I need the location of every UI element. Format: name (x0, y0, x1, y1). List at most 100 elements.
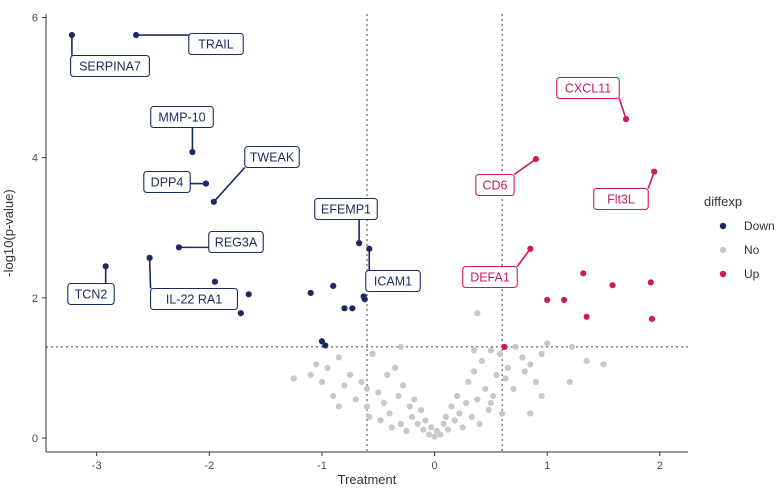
gene-label: Flt3L (593, 171, 655, 211)
point-no (502, 375, 509, 382)
label-box (244, 145, 300, 169)
label-box (314, 197, 378, 221)
point-down (175, 244, 183, 251)
point-no (437, 431, 444, 438)
point-no (411, 396, 418, 403)
point-no (465, 378, 472, 386)
label-box (208, 230, 264, 254)
gene-label: IL-22 RA1 (148, 257, 239, 311)
point-down (211, 278, 219, 285)
label-box (475, 173, 515, 197)
threshold-lines (46, 14, 688, 452)
point-no (521, 368, 528, 375)
x-tick-label: -3 (92, 460, 102, 472)
point-no (414, 420, 421, 428)
gene-labels: SERPINA7 TRAIL MMP-10 TWEAK DPP4 REG3A TCN2 IL-… (67, 32, 655, 311)
point-no (478, 357, 485, 364)
gene-label: DEFA1 (462, 248, 531, 289)
label-text: REG3A (215, 236, 258, 250)
point-no (386, 410, 393, 417)
point-no (538, 392, 545, 400)
point-no (392, 364, 399, 372)
legend-swatch (719, 222, 727, 230)
y-axis-title: -log10(p-value) (1, 189, 16, 276)
point-no (510, 385, 517, 393)
label-text: CD6 (482, 179, 507, 193)
x-tick-label: -2 (204, 460, 214, 472)
gene-label: DPP4 (143, 170, 206, 194)
label-leader-line (516, 248, 531, 267)
point-no (417, 406, 425, 414)
point-down (146, 254, 153, 261)
point-no (330, 392, 337, 400)
point-no (363, 403, 371, 410)
point-no (487, 399, 494, 407)
label-leader-line (513, 158, 537, 176)
point-up (544, 296, 551, 304)
data-points (68, 31, 658, 440)
point-no (428, 424, 435, 431)
label-leader-line (647, 171, 655, 189)
point-no (397, 343, 404, 350)
y-tick-label: 6 (32, 13, 38, 25)
point-no (493, 371, 500, 379)
point-down (361, 296, 368, 303)
point-no (313, 361, 320, 368)
point-no (408, 413, 416, 421)
label-text: TRAIL (198, 38, 233, 52)
gene-label: ICAM1 (365, 248, 421, 293)
label-text: SERPINA7 (79, 60, 141, 74)
label-text: Flt3L (607, 193, 635, 207)
point-no (454, 392, 461, 400)
point-no (496, 350, 504, 357)
label-leader-line (148, 257, 152, 289)
gene-label: TWEAK (213, 145, 300, 203)
point-no (470, 368, 478, 375)
point-no (527, 410, 534, 417)
point-no (512, 343, 519, 350)
point-no (448, 403, 455, 410)
point-no (425, 431, 433, 438)
point-no (341, 382, 348, 389)
point-no (352, 396, 359, 403)
point-no (538, 350, 545, 357)
point-no (527, 361, 534, 368)
point-up (609, 282, 616, 289)
legend-label: No (744, 243, 760, 257)
point-no (335, 354, 342, 361)
point-no (363, 385, 371, 393)
point-no (403, 427, 410, 435)
point-down (349, 305, 356, 312)
point-no (422, 417, 429, 424)
label-box (70, 54, 150, 78)
point-no (499, 410, 506, 417)
point-up (648, 315, 656, 322)
label-text: IL-22 RA1 (166, 293, 222, 307)
point-up (583, 313, 590, 320)
label-box (67, 282, 115, 306)
point-no (324, 364, 331, 372)
gene-label: CXCL11 (556, 76, 627, 120)
label-box (143, 170, 191, 194)
point-no (482, 385, 489, 393)
gene-label: MMP-10 (150, 105, 214, 153)
x-tick-label: 1 (544, 460, 550, 472)
point-no (487, 347, 494, 354)
gene-label: CD6 (475, 158, 537, 197)
legend-swatch (719, 246, 727, 254)
point-no (504, 364, 511, 372)
point-no (519, 354, 526, 361)
point-no (456, 410, 463, 417)
label-leader-line (213, 166, 246, 203)
gene-label: REG3A (178, 230, 264, 254)
label-leader-line (618, 98, 627, 120)
label-box (462, 265, 518, 289)
point-no (476, 420, 483, 428)
point-no (600, 361, 607, 368)
label-text: TCN2 (75, 288, 108, 302)
x-tick-label: -1 (317, 460, 327, 472)
point-no (442, 413, 449, 421)
point-no (399, 382, 407, 389)
point-no (474, 310, 481, 317)
